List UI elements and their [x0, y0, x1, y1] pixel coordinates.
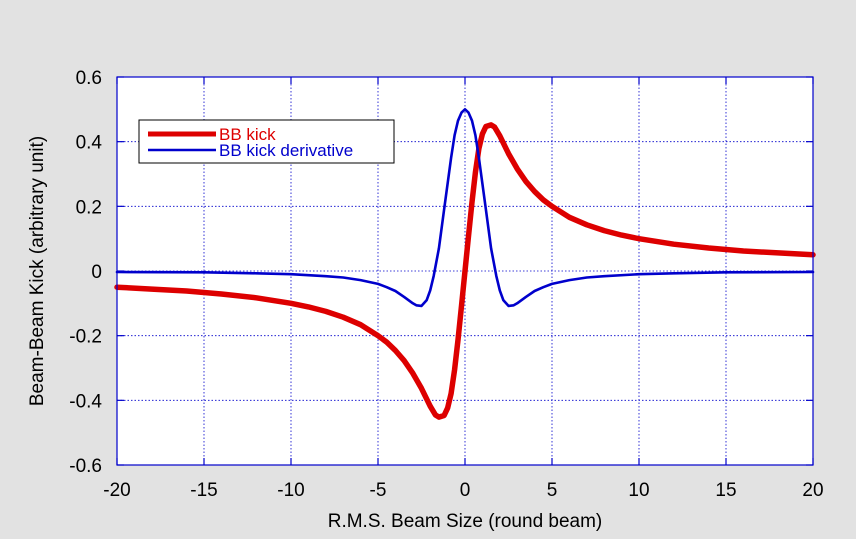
x-tick-label: -15: [190, 480, 217, 501]
y-tick-label: -0.2: [69, 327, 102, 348]
y-tick-label: 0.4: [76, 133, 103, 154]
y-tick-label: -0.6: [69, 456, 102, 477]
x-axis-title: R.M.S. Beam Size (round beam): [328, 511, 603, 532]
legend-label-bb-kick-derivative: BB kick derivative: [219, 141, 353, 160]
legend: BB kick BB kick derivative: [138, 119, 395, 164]
x-tick-label: -20: [103, 480, 130, 501]
series-line-bb-kick: [114, 122, 816, 420]
x-tick-label: 0: [460, 480, 471, 501]
y-tick-label: 0.2: [76, 197, 102, 218]
x-tick-label: 5: [547, 480, 558, 501]
legend-label-bb-kick: BB kick: [219, 125, 276, 144]
x-tick-label: -10: [277, 480, 304, 501]
legend-box: [138, 119, 395, 164]
y-tick-label: -0.4: [69, 391, 102, 412]
x-tick-label: 15: [715, 480, 736, 501]
y-axis-title: Beam-Beam Kick (arbitrary unit): [27, 136, 48, 406]
axis-ticks: [116, 76, 814, 466]
x-tick-labels: -20 -15 -10 -5 0 5 10 15 20: [103, 480, 823, 501]
y-tick-label: 0: [91, 262, 102, 283]
x-tick-label: 20: [802, 480, 823, 501]
series-line-bb-kick-derivative: [115, 108, 815, 308]
x-tick-label: 10: [628, 480, 649, 501]
x-tick-label: -5: [370, 480, 387, 501]
y-tick-label: 0.6: [76, 68, 102, 89]
series-lines: [114, 108, 816, 420]
y-tick-labels: -0.6 -0.4 -0.2 0 0.2 0.4 0.6: [69, 68, 102, 477]
